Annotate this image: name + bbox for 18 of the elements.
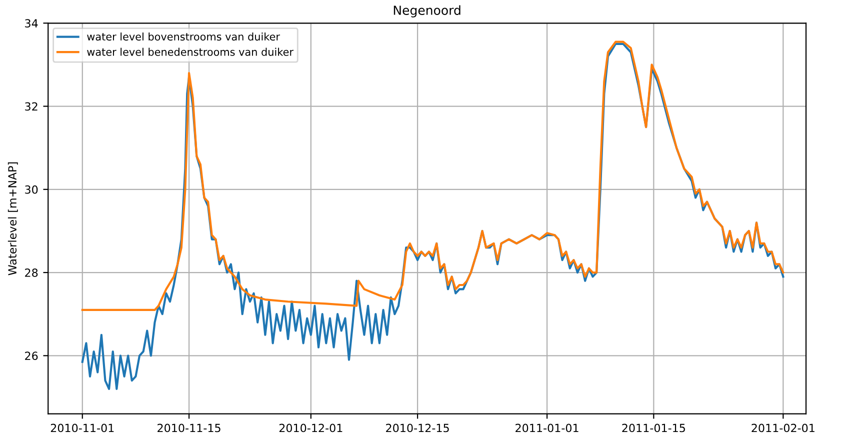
x-tick-label: 2010-12-15 [386, 424, 449, 432]
x-tick-label: 2010-12-01 [279, 424, 342, 432]
legend-label: water level benedenstrooms van duiker [87, 48, 294, 56]
y-tick-label: 32 [25, 102, 38, 111]
y-tick-label: 26 [25, 352, 38, 360]
x-tick-label: 2010-11-15 [158, 424, 220, 432]
x-tick-label: 2011-02-01 [752, 424, 814, 432]
chart-title: Negenoord [394, 5, 460, 18]
legend-label: water level bovenstrooms van duiker [87, 32, 280, 41]
line-series [81, 42, 784, 390]
x-tick-label: 2011-01-15 [622, 424, 685, 432]
line-series [81, 40, 784, 311]
y-tick-label: 28 [25, 268, 38, 277]
x-tick-label: 2011-01-01 [516, 424, 578, 432]
x-tick-label: 2010-11-01 [50, 424, 114, 432]
y-tick-label: 34 [25, 19, 38, 28]
y-tick-label: 30 [25, 185, 38, 194]
y-axis-title: Waterlevel [m+NAP] [8, 162, 18, 276]
